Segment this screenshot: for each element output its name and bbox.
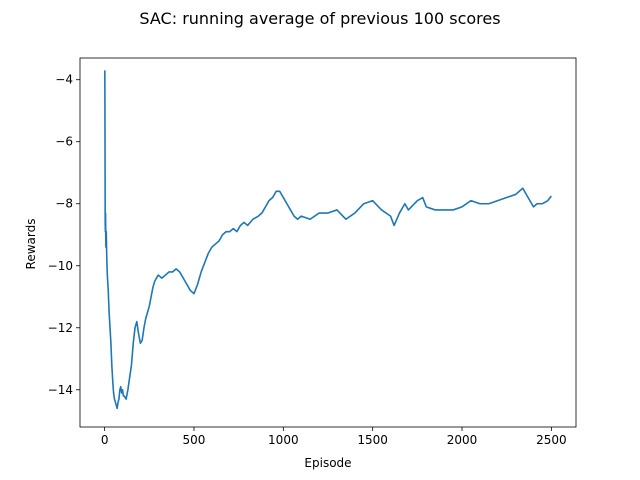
y-tick-label: −10 bbox=[48, 259, 73, 273]
x-tick-label: 2000 bbox=[447, 433, 478, 447]
x-tick-label: 1500 bbox=[357, 433, 388, 447]
x-tick-label: 500 bbox=[183, 433, 206, 447]
plot-frame bbox=[79, 57, 577, 428]
y-tick-label: −6 bbox=[55, 135, 73, 149]
x-tick-label: 1000 bbox=[268, 433, 299, 447]
y-axis-label: Rewards bbox=[24, 219, 38, 270]
x-axis-label: Episode bbox=[304, 456, 351, 470]
plot-area bbox=[79, 57, 577, 428]
y-axis: −14 −12 −10 −8 −6 −4 bbox=[48, 73, 80, 397]
chart-title: SAC: running average of previous 100 sco… bbox=[139, 9, 500, 28]
y-tick-label: −8 bbox=[55, 197, 73, 211]
x-tick-label: 0 bbox=[101, 433, 109, 447]
x-axis: 0 500 1000 1500 2000 2500 bbox=[101, 427, 567, 447]
y-tick-label: −4 bbox=[55, 73, 73, 87]
series-line-0 bbox=[104, 70, 552, 410]
y-tick-label: −12 bbox=[48, 321, 73, 335]
x-tick-label: 2500 bbox=[536, 433, 567, 447]
y-tick-label: −14 bbox=[48, 383, 73, 397]
